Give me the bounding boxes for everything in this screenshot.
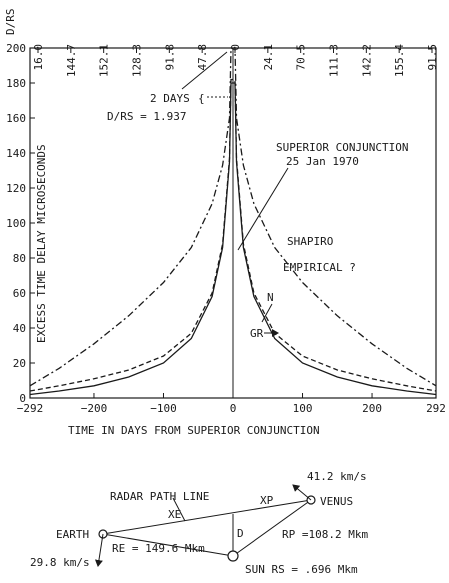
top-tick-label: 0 — [229, 44, 242, 51]
conjunction-date: 25 Jan 1970 — [286, 155, 359, 168]
rp-label: RP =108.2 Mkm — [282, 528, 368, 541]
y-tick-label: 200 — [6, 42, 26, 55]
x-tick-label: 100 — [293, 402, 313, 415]
y-axis-label: EXCESS TIME DELAY MICROSECONDS — [35, 144, 48, 343]
x-tick-label: 292 — [426, 402, 446, 415]
x-tick-label: 0 — [230, 402, 237, 415]
top-tick-label: 128.3 — [131, 44, 144, 77]
y-tick-label: 180 — [6, 77, 26, 90]
x-tick-label: −200 — [81, 402, 108, 415]
radar-path-line — [102, 499, 312, 535]
top-tick-label: 155.4 — [393, 44, 406, 77]
conjunction-title: SUPERIOR CONJUNCTION — [276, 141, 408, 154]
x-tick-label: 200 — [362, 402, 382, 415]
y-tick-label: 0 — [19, 392, 26, 405]
venus-label: VENUS — [320, 495, 353, 508]
sun-label: SUN RS = .696 Mkm — [245, 563, 358, 576]
y-tick-label: 20 — [13, 357, 26, 370]
n-label: N — [267, 291, 274, 304]
brace-glyph: { — [198, 92, 205, 105]
top-tick-label: 152.1 — [98, 44, 111, 77]
empirical-label: EMPIRICAL ? — [283, 261, 356, 274]
top-tick-label: 70.5 — [295, 44, 308, 71]
n-leader — [261, 303, 273, 323]
top-tick-label: 24.1 — [262, 44, 275, 71]
x-axis: −292 −200 −100 0 100 200 292 — [17, 393, 446, 415]
x-tick-label: −292 — [17, 402, 44, 415]
top-tick-label: 91.8 — [163, 44, 176, 71]
earth-velocity-arrow — [94, 533, 104, 567]
series-group — [29, 47, 437, 396]
y-axis: 0 20 40 60 80 100 120 140 160 180 200 — [6, 42, 35, 405]
top-tick-label: 142.2 — [360, 44, 373, 77]
top-tick-label: 111.3 — [328, 44, 341, 77]
gr-label: GR — [250, 327, 264, 340]
sun-marker — [227, 550, 239, 562]
shapiro-label: SHAPIRO — [287, 235, 333, 248]
xe-label: XE — [168, 508, 181, 521]
x-tick-label: −100 — [150, 402, 177, 415]
two-days-leader — [181, 51, 228, 90]
top-tick-label: 47.8 — [196, 44, 209, 71]
conjunction-leader — [237, 167, 289, 251]
top-tick-label: 16.0 — [32, 44, 45, 71]
d-rs-label: D/RS = 1.937 — [107, 110, 186, 123]
venus-sun-line — [232, 499, 312, 557]
venus-velocity-arrow — [292, 484, 312, 501]
top-tick-label: 144.7 — [65, 44, 78, 77]
y-tick-label: 160 — [6, 112, 26, 125]
y-tick-label: 100 — [6, 217, 26, 230]
top-axis: 16.0 144.7 152.1 128.3 91.8 47.8 0 24.1 70.5 111.… — [32, 44, 439, 77]
venus-velocity-label: 41.2 km/s — [307, 470, 367, 483]
top-axis-label: D/RS — [4, 9, 17, 36]
series-line-shapiro-empirical — [29, 47, 437, 387]
d-label: D — [237, 527, 244, 540]
y-tick-label: 40 — [13, 322, 26, 335]
top-tick-label: 91.5 — [426, 44, 439, 71]
two-days-label: 2 DAYS — [150, 92, 190, 105]
xp-label: XP — [260, 494, 274, 507]
radar-leader — [172, 497, 186, 522]
y-tick-label: 120 — [6, 182, 26, 195]
series-line-n — [29, 78, 437, 392]
earth-velocity-label: 29.8 km/s — [30, 556, 90, 569]
earth-label: EARTH — [56, 528, 89, 541]
radar-path-label: RADAR PATH LINE — [110, 490, 209, 503]
y-tick-label: 140 — [6, 147, 26, 160]
x-axis-label: TIME IN DAYS FROM SUPERIOR CONJUNCTION — [68, 424, 320, 437]
orbit-diagram: RADAR PATH LINE XE XP D EARTH VENUS SUN … — [30, 470, 368, 576]
y-tick-label: 80 — [13, 252, 26, 265]
series-line-gr — [29, 82, 437, 396]
earth-sun-line — [102, 533, 234, 557]
re-label: RE = 149.6 Mkm — [112, 542, 205, 555]
y-tick-label: 60 — [13, 287, 26, 300]
